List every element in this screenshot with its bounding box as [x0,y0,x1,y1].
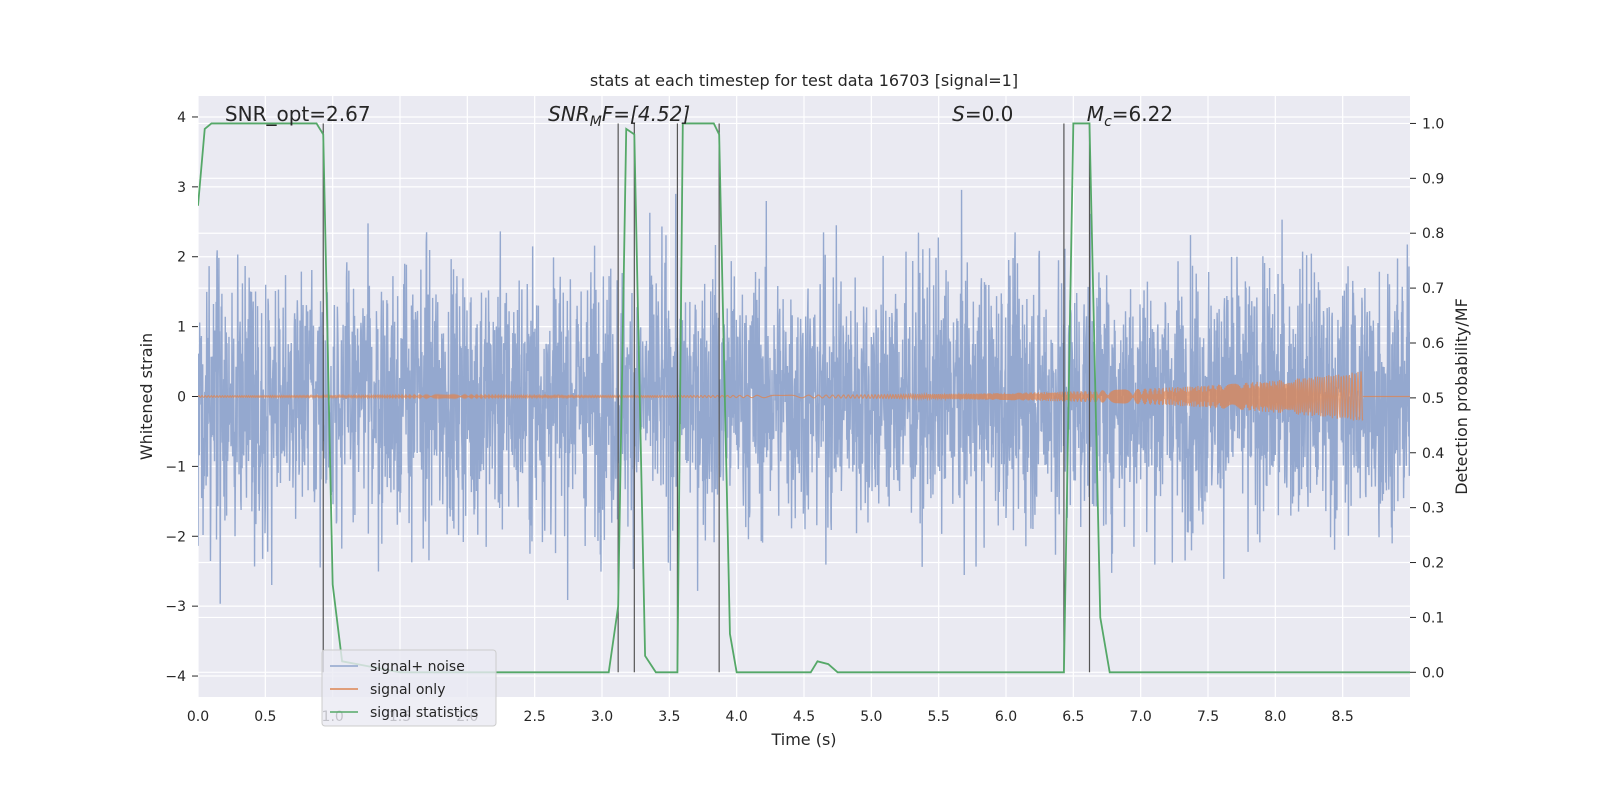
x-tick-label: 8.0 [1264,709,1286,725]
y-right-tick-label: 0.3 [1422,501,1444,517]
x-tick-label: 0.5 [254,709,276,725]
y-axis-right-label: Detection probability/MF [1452,298,1471,495]
y-tick-label: 3 [177,180,186,196]
legend[interactable]: signal+ noise signal only signal statist… [321,649,497,727]
y-right-tick-label: 1.0 [1422,116,1444,132]
y-tick-label: −3 [165,599,186,615]
y-tick-label: 4 [177,110,186,126]
chart-title: stats at each timestep for test data 167… [590,71,1018,90]
y-right-tick-label: 0.1 [1422,610,1444,626]
y-right-tick-label: 0.2 [1422,556,1444,572]
x-tick-label: 7.0 [1130,709,1152,725]
y-tick-label: 2 [177,250,186,266]
y-tick-label: −2 [165,529,186,545]
y-right-tick-label: 0.8 [1422,226,1444,242]
x-tick-label: 5.0 [860,709,882,725]
legend-box [321,649,497,727]
plot-content [198,122,1410,674]
x-tick-label: 3.5 [658,709,680,725]
y-tick-label: −4 [165,669,186,685]
series-signal-statistics [198,122,1410,674]
y-tick-label: −1 [165,459,186,475]
y-axis-label: Whitened strain [137,333,156,460]
legend-label-signal-statistics: signal statistics [370,705,478,721]
x-tick-label: 7.5 [1197,709,1219,725]
x-tick-label: 3.0 [591,709,613,725]
x-tick-label: 2.5 [524,709,546,725]
annotation-2: S=0.0 [952,102,1013,126]
x-tick-label: 8.5 [1332,709,1354,725]
y-right-tick-label: 0.0 [1422,665,1444,681]
x-tick-label: 4.0 [726,709,748,725]
x-tick-label: 4.5 [793,709,815,725]
legend-label-signal-only: signal only [370,682,445,698]
x-tick-label: 5.5 [928,709,950,725]
x-tick-label: 6.5 [1062,709,1084,725]
annotation-3: Mc=6.22 [1087,102,1173,130]
series-signal-only [198,371,1364,422]
y-right-tick-label: 0.5 [1422,391,1444,407]
y-right-tick-label: 0.4 [1422,446,1444,462]
x-tick-label: 0.0 [187,709,209,725]
legend-label-signal-noise: signal+ noise [370,659,465,675]
x-tick-label: 6.0 [995,709,1017,725]
annotations: SNR_opt=2.67 SNRMF=[4.52] S=0.0 Mc=6.22 [225,102,1173,130]
y-tick-label: 0 [177,390,186,406]
x-axis-label: Time (s) [770,730,836,749]
y-right-tick-label: 0.7 [1422,281,1444,297]
y-tick-label: 1 [177,320,186,336]
annotation-1: SNRMF=[4.52] [548,102,690,130]
annotation-0: SNR_opt=2.67 [225,102,371,126]
y-right-tick-label: 0.6 [1422,336,1444,352]
y-right-tick-label: 0.9 [1422,171,1444,187]
